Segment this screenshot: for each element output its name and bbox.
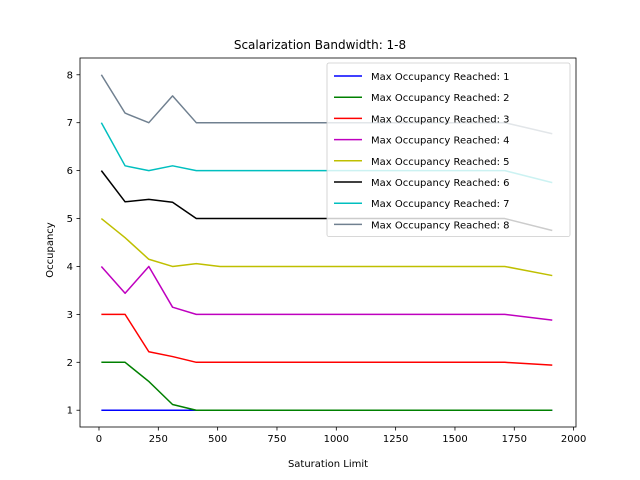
series-line-4 — [100, 265, 553, 321]
legend-label-8: Max Occupancy Reached: 8 — [371, 220, 510, 231]
x-tick-label: 2000 — [561, 434, 586, 445]
x-axis-title: Saturation Limit — [288, 459, 368, 470]
legend-box — [326, 62, 571, 238]
chart-title: Scalarization Bandwidth: 1-8 — [234, 38, 406, 52]
x-tick-label: 1750 — [502, 434, 527, 445]
y-axis-title: Occupancy — [45, 222, 56, 278]
axes: 0 250 500 750 1000 1250 1500 1750 2000 1 2 3 4 5 6 7 8 — [67, 57, 586, 445]
y-tick-label: 2 — [67, 358, 73, 369]
x-tick-label: 0 — [96, 434, 102, 445]
x-tick-label: 250 — [149, 434, 168, 445]
series-line-3 — [101, 313, 553, 366]
legend-label-4: Max Occupancy Reached: 4 — [371, 136, 510, 147]
legend-label-3: Max Occupancy Reached: 3 — [371, 114, 510, 125]
y-tick-label: 5 — [67, 214, 73, 225]
legend-label-5: Max Occupancy Reached: 5 — [371, 157, 510, 168]
y-tick-label: 8 — [67, 70, 73, 81]
y-tick-label: 3 — [67, 310, 73, 321]
x-tick-label: 500 — [208, 434, 227, 445]
series-line-5 — [100, 217, 553, 277]
legend-label-6: Max Occupancy Reached: 6 — [371, 178, 510, 189]
y-tick-label: 1 — [67, 406, 73, 417]
y-tick-label: 6 — [67, 166, 73, 177]
x-tick-label: 1250 — [383, 434, 408, 445]
x-tick-label: 750 — [267, 434, 286, 445]
series-line-2 — [101, 361, 553, 411]
y-tick-label: 4 — [67, 262, 73, 273]
legend-label-2: Max Occupancy Reached: 2 — [371, 93, 510, 104]
x-tick-label: 1500 — [442, 434, 467, 445]
y-tick-label: 7 — [67, 118, 73, 129]
x-tick-label: 1000 — [324, 434, 349, 445]
legend: Max Occupancy Reached: 1 Max Occupancy Re… — [326, 62, 571, 238]
legend-label-1: Max Occupancy Reached: 1 — [371, 72, 510, 83]
plot-frame — [79, 57, 577, 428]
legend-label-7: Max Occupancy Reached: 7 — [371, 199, 510, 210]
